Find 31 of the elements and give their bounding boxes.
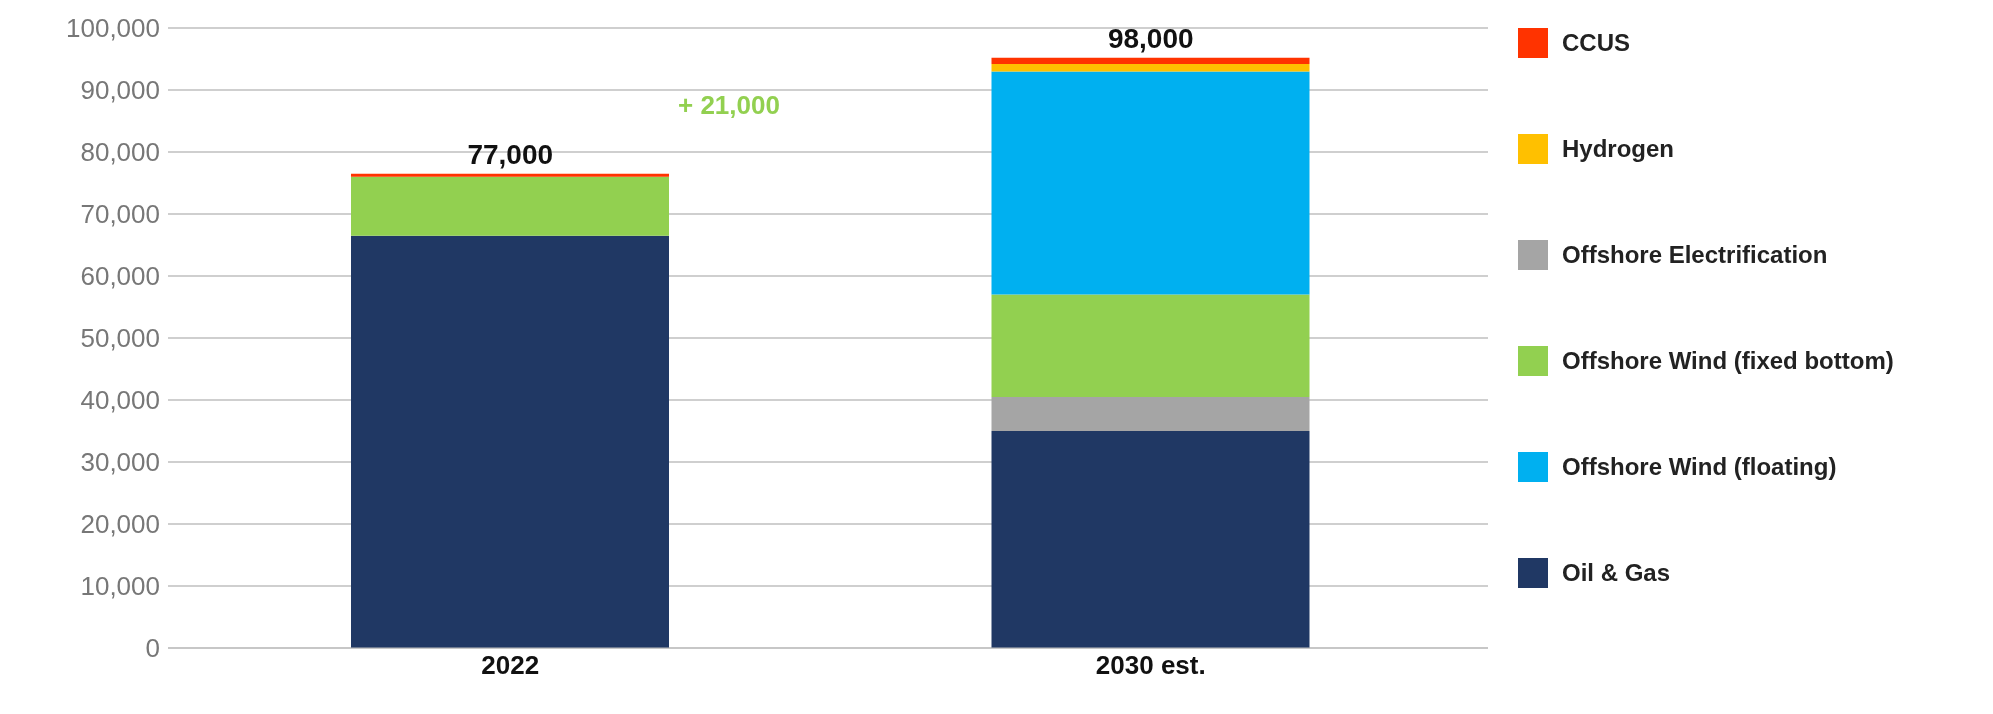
- annotation: 98,000: [1107, 22, 1194, 54]
- x-tick-label: 2022: [481, 650, 540, 681]
- y-tick-label: 50,000: [80, 323, 160, 354]
- bar: [991, 294, 1310, 397]
- legend-label: Offshore Wind (fixed bottom): [1562, 347, 1894, 375]
- legend-label: Hydrogen: [1562, 135, 1675, 163]
- legend-label: Oil & Gas: [1562, 559, 1671, 587]
- legend-label: Offshore Electrification: [1562, 241, 1828, 269]
- legend-label: CCUS: [1562, 29, 1631, 57]
- y-tick-label: 60,000: [80, 261, 160, 292]
- bar: [991, 71, 1310, 295]
- y-tick-label: 90,000: [80, 75, 160, 106]
- bar: [991, 431, 1310, 648]
- bar: [991, 396, 1310, 431]
- y-tick-label: 100,000: [66, 13, 160, 44]
- y-tick-label: 30,000: [80, 447, 160, 478]
- y-tick-label: 40,000: [80, 385, 160, 416]
- y-tick-label: 20,000: [80, 509, 160, 540]
- legend-label: Offshore Wind (floating): [1562, 453, 1837, 481]
- y-tick-label: 80,000: [80, 137, 160, 168]
- y-tick-label: 70,000: [80, 199, 160, 230]
- bar: [351, 235, 669, 648]
- bar: [351, 173, 669, 177]
- bar: [991, 57, 1310, 64]
- x-tick-label: 2030 est.: [1095, 650, 1206, 681]
- annotation: + 21,000: [678, 90, 780, 121]
- bar: [991, 63, 1310, 72]
- annotation: 77,000: [467, 138, 554, 170]
- y-tick-label: 0: [145, 633, 160, 664]
- y-tick-label: 10,000: [80, 571, 160, 602]
- bar: [351, 176, 669, 236]
